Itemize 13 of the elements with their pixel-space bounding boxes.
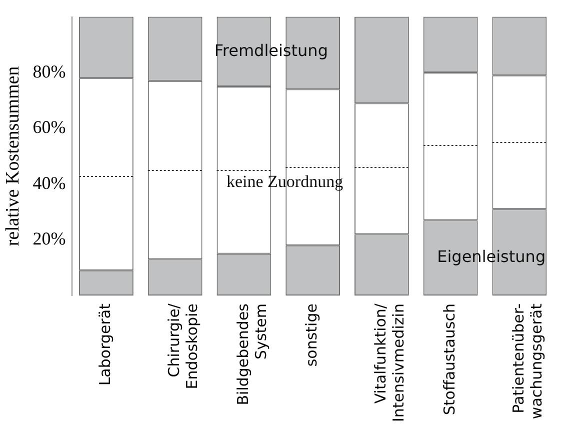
x-tick-label: Laborgerät	[96, 303, 114, 386]
y-tick-label: 60%	[32, 117, 66, 138]
y-tick-label: 40%	[32, 172, 66, 193]
y-tick-label: 20%	[32, 228, 66, 249]
series-label: Fremdleistung	[214, 40, 328, 60]
x-tick-label: Stoffaustausch	[440, 304, 458, 416]
x-tick-label: Bildgebendes System	[234, 303, 270, 406]
x-tick-label: Chirurgie/ Endoskopie	[164, 302, 201, 390]
x-tick-label: Patientenüber- wachungsgerät	[509, 303, 546, 420]
series-label: Eigenleistung	[437, 247, 546, 266]
x-tick-label: sonstige	[302, 304, 321, 367]
y-axis-title: relative Kostensummen	[2, 66, 24, 246]
y-tick-label: 80%	[32, 61, 66, 82]
